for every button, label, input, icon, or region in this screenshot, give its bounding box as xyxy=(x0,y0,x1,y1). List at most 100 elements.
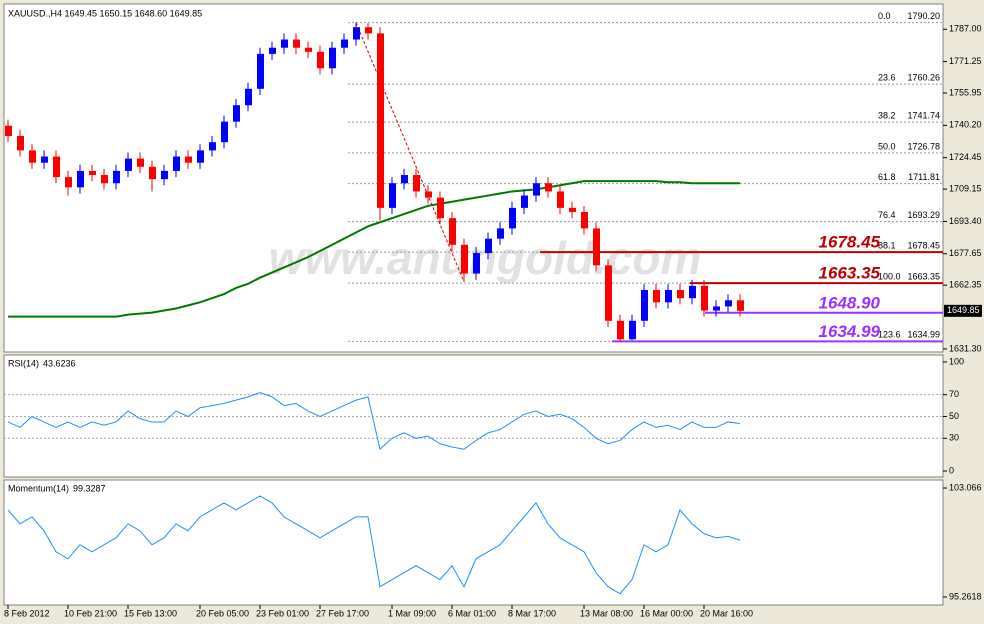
candle-body xyxy=(653,289,660,303)
candle-body xyxy=(617,320,624,340)
indicator-line xyxy=(7,495,741,595)
candle-body xyxy=(17,136,24,151)
fibo-ratio: 0.0 xyxy=(878,11,891,21)
candle-body xyxy=(341,39,348,48)
level-label: 1678.45 xyxy=(819,233,881,252)
fibo-price: 1678.45 xyxy=(907,240,940,250)
fibo-ratio: 61.8 xyxy=(878,172,896,182)
indicator-line xyxy=(7,391,741,451)
candle-body xyxy=(437,197,444,219)
level-label: 1648.90 xyxy=(819,293,881,312)
y-tick-label: 1631.30 xyxy=(949,343,982,353)
candle-body xyxy=(293,39,300,48)
fibo-ratio: 38.2 xyxy=(878,111,896,121)
x-tick-label: 8 Mar 17:00 xyxy=(508,608,556,618)
y-tick-label: 1693.40 xyxy=(949,216,982,226)
candle-body xyxy=(401,175,408,184)
y-tick-label: 1724.45 xyxy=(949,152,982,162)
level-label: 1634.99 xyxy=(819,322,881,341)
x-tick-label: 20 Feb 05:00 xyxy=(196,608,249,618)
x-tick-label: 23 Feb 01:00 xyxy=(256,608,309,618)
x-tick-label: 27 Feb 17:00 xyxy=(316,608,369,618)
candle-body xyxy=(113,170,120,184)
fibo-price: 1726.78 xyxy=(907,141,940,151)
x-tick-label: 10 Feb 21:00 xyxy=(64,608,117,618)
fibo-ratio: 100.0 xyxy=(878,271,901,281)
fibo-ratio: 50.0 xyxy=(878,141,896,151)
candle-body xyxy=(317,51,324,69)
candle-body xyxy=(365,27,372,34)
candle-body xyxy=(233,105,240,122)
indicator-title: RSI(14) xyxy=(8,358,39,368)
indicator-title: Momentum(14) xyxy=(8,483,69,493)
candle-body xyxy=(569,207,576,212)
candle-body xyxy=(173,156,180,171)
indicator-value: 43.6236 xyxy=(43,358,76,368)
x-tick-label: 20 Mar 16:00 xyxy=(700,608,753,618)
fibo-price: 1693.29 xyxy=(907,210,940,220)
symbol-header: XAUUSD.,H4 1649.45 1650.15 1648.60 1649.… xyxy=(8,8,202,18)
candle-body xyxy=(449,218,456,245)
y-tick-label: 1740.20 xyxy=(949,120,982,130)
fibo-price: 1790.20 xyxy=(907,11,940,21)
current-price: 1649.85 xyxy=(947,305,980,315)
candle-body xyxy=(521,195,528,208)
candle-body xyxy=(5,125,12,137)
level-label: 1663.35 xyxy=(819,264,881,283)
candle-body xyxy=(545,183,552,192)
price-box xyxy=(944,304,982,317)
candle-body xyxy=(629,320,636,340)
y-tick-label: 1662.35 xyxy=(949,280,982,290)
y-tick-label: 50 xyxy=(949,411,959,421)
candle-body xyxy=(77,170,84,188)
x-tick-label: 16 Mar 00:00 xyxy=(640,608,693,618)
candle-body xyxy=(41,156,48,163)
candle-body xyxy=(137,158,144,167)
candle-body xyxy=(677,289,684,299)
candle-body xyxy=(533,183,540,196)
candle-body xyxy=(701,285,708,311)
candle-body xyxy=(461,244,468,274)
x-tick-label: 1 Mar 09:00 xyxy=(388,608,436,618)
candle-body xyxy=(509,207,516,229)
candle-body xyxy=(245,88,252,106)
candle-body xyxy=(641,289,648,321)
y-tick-label: 30 xyxy=(949,433,959,443)
fibo-price: 1663.35 xyxy=(907,271,940,281)
candle-body xyxy=(593,228,600,266)
fibo-price: 1711.81 xyxy=(908,172,940,182)
x-tick-label: 15 Feb 13:00 xyxy=(124,608,177,618)
y-tick-label: 103.066 xyxy=(949,482,982,492)
candle-body xyxy=(413,175,420,192)
candle-body xyxy=(473,253,480,274)
candle-body xyxy=(605,265,612,321)
candle-body xyxy=(725,300,732,307)
moving-average xyxy=(8,180,740,318)
candle-body xyxy=(485,238,492,254)
momentum-panel xyxy=(3,479,944,606)
candle-body xyxy=(305,47,312,52)
candle-body xyxy=(689,285,696,299)
candle-body xyxy=(329,47,336,69)
y-tick-label: 1755.95 xyxy=(949,87,982,97)
y-tick-label: 1677.65 xyxy=(949,248,982,258)
candle-body xyxy=(149,166,156,180)
fibo-ratio: 123.6 xyxy=(878,330,901,340)
candle-body xyxy=(737,300,744,311)
y-tick-label: 70 xyxy=(949,389,959,399)
candle-body xyxy=(65,177,72,188)
y-tick-label: 95.2618 xyxy=(949,591,982,601)
candle-body xyxy=(29,150,36,163)
trend-line xyxy=(355,22,465,282)
fibo-ratio: 88.1 xyxy=(878,240,896,250)
y-tick-label: 1709.15 xyxy=(949,183,982,193)
x-tick-label: 13 Mar 08:00 xyxy=(580,608,633,618)
candle-body xyxy=(713,306,720,311)
candle-body xyxy=(221,121,228,143)
y-tick-label: 100 xyxy=(949,356,964,366)
candle-body xyxy=(161,170,168,180)
candle-body xyxy=(209,142,216,151)
candle-body xyxy=(665,289,672,303)
fibo-ratio: 23.6 xyxy=(878,73,896,83)
fibo-price: 1760.26 xyxy=(907,73,940,83)
